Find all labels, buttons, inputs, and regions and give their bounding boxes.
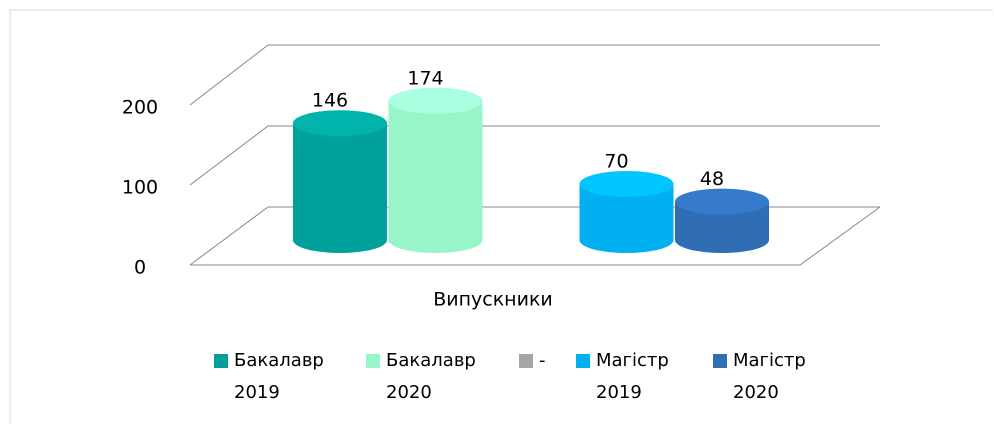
legend-label: Магістр 2020 [733, 350, 806, 403]
bar-shade [675, 201, 769, 253]
legend-swatch [713, 354, 727, 368]
bar-shade [579, 184, 674, 253]
legend-item: - [519, 345, 559, 377]
bar-shade [293, 123, 387, 253]
legend-swatch [519, 354, 533, 368]
y-tick-label: 200 [122, 97, 158, 119]
legend-swatch [576, 354, 590, 368]
y-tick-label: 100 [122, 177, 158, 199]
legend-label: Бакалавр 2019 [234, 350, 324, 403]
legend-item: Магістр 2019 [576, 345, 688, 409]
legend-item: Бакалавр 2019 [214, 345, 326, 409]
bar-shade [388, 100, 483, 253]
grid-line [189, 44, 880, 106]
legend-item: Бакалавр 2020 [366, 345, 478, 409]
bar-top [579, 171, 674, 197]
bar-top [388, 87, 483, 114]
value-label: 48 [700, 168, 724, 190]
bar-top [293, 110, 387, 137]
chart-border [9, 9, 993, 424]
legend-label: Бакалавр 2020 [386, 350, 476, 403]
legend-label: Магістр 2019 [596, 350, 669, 403]
axes: 0 100 200 [122, 44, 881, 279]
category-label: Випускники [433, 289, 553, 311]
bar-top [675, 188, 769, 215]
floor [190, 206, 881, 266]
grid-line [189, 125, 880, 186]
value-label: 146 [312, 90, 348, 112]
legend-swatch [214, 354, 228, 368]
legend-item: Магістр 2020 [713, 345, 825, 409]
y-tick-label: 0 [134, 257, 146, 279]
bars: 146 174 70 48 [293, 67, 769, 253]
value-label: 70 [604, 151, 628, 173]
legend-label: - [539, 350, 546, 371]
value-label: 174 [407, 67, 443, 89]
legend-swatch [366, 354, 380, 368]
